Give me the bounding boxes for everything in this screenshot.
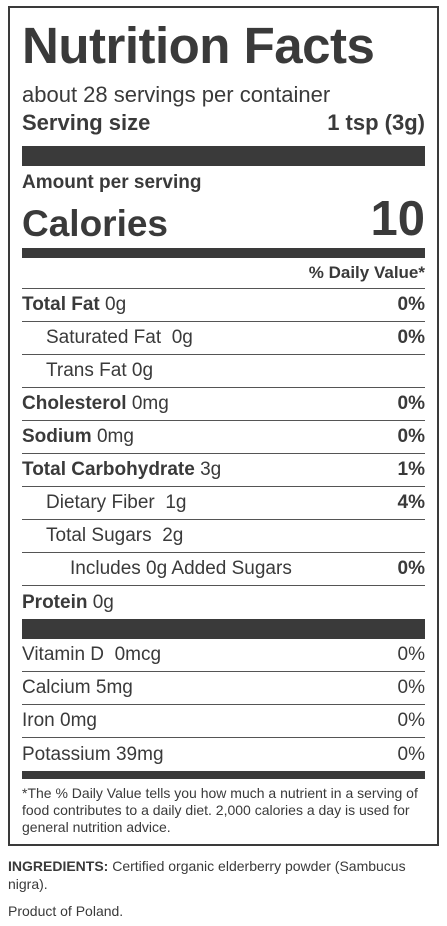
nutrient-amount: 3g — [200, 459, 222, 480]
nutrient-row-sodium: Sodium 0mg 0% — [22, 421, 425, 454]
vitamin-name: Vitamin D — [22, 644, 105, 665]
nutrient-dv: 0% — [397, 294, 425, 315]
vitamin-dv: 0% — [397, 644, 425, 665]
nutrient-amount: 1g — [165, 492, 187, 513]
nutrient-name: Trans Fat — [46, 360, 127, 381]
ingredients-text: Certified organic elderberry powder (Sam… — [8, 858, 406, 892]
nutrient-row-total-fat: Total Fat 0g 0% — [22, 289, 425, 322]
nutrient-amount: 0g — [105, 294, 127, 315]
nutrient-row-added-sugars: Includes 0g Added Sugars 0% — [22, 553, 425, 586]
vitamin-row-vitamin-d: Vitamin D 0mcg 0% — [22, 639, 425, 672]
calories-row: Calories 10 — [22, 194, 425, 244]
amount-per-serving: Amount per serving — [22, 172, 202, 193]
medium-divider — [22, 248, 425, 258]
nutrient-row-protein: Protein 0g — [22, 586, 425, 619]
vitamin-row-calcium: Calcium 5mg 0% — [22, 672, 425, 705]
vitamin-amount: 39mg — [115, 743, 164, 765]
nutrient-dv: 0% — [397, 558, 425, 579]
thick-divider — [22, 146, 425, 166]
nutrient-row-saturated-fat: Saturated Fat 0g 0% — [22, 322, 425, 355]
nutrient-name: Protein — [22, 591, 88, 613]
nutrient-dv: 1% — [397, 459, 425, 480]
medium-divider — [22, 771, 425, 779]
nutrient-name: Saturated Fat — [46, 327, 162, 348]
nutrient-row-total-sugars: Total Sugars 2g — [22, 520, 425, 553]
daily-value-header: % Daily Value* — [22, 258, 425, 289]
nutrient-row-cholesterol: Cholesterol 0mg 0% — [22, 388, 425, 421]
ingredients-statement: INGREDIENTS: Certified organic elderberr… — [8, 857, 438, 893]
vitamin-dv: 0% — [397, 710, 425, 731]
ingredients-label: INGREDIENTS: — [8, 858, 109, 874]
nutrient-name: Total Sugars — [46, 525, 152, 546]
serving-size-value: 1 tsp (3g) — [327, 110, 425, 135]
vitamin-name: Calcium — [22, 677, 91, 698]
serving-size-label: Serving size — [22, 110, 151, 135]
vitamin-row-iron: Iron 0mg 0% — [22, 705, 425, 738]
thick-divider — [22, 619, 425, 639]
nutrient-dv: 0% — [397, 327, 425, 348]
label-title: Nutrition Facts — [22, 17, 375, 74]
nutrient-dv: 4% — [397, 492, 425, 513]
serving-size-row: Serving size 1 tsp (3g) — [22, 110, 425, 136]
nutrient-row-dietary-fiber: Dietary Fiber 1g 4% — [22, 487, 425, 520]
nutrient-amount: 2g — [162, 525, 184, 546]
nutrient-row-total-carbohydrate: Total Carbohydrate 3g 1% — [22, 454, 425, 487]
servings-per-container: about 28 servings per container — [22, 82, 331, 107]
daily-value-footnote: *The % Daily Value tells you how much a … — [22, 785, 418, 835]
nutrient-amount: 0mg — [131, 393, 169, 414]
nutrient-name: Cholesterol — [22, 393, 127, 414]
vitamin-amount: 0mcg — [114, 644, 162, 665]
nutrient-dv: 0% — [397, 426, 425, 447]
vitamin-name: Potassium — [22, 743, 111, 765]
calories-value: 10 — [370, 192, 425, 246]
nutrient-row-trans-fat: Trans Fat 0g — [22, 355, 425, 388]
nutrient-amount: 0g — [171, 327, 193, 348]
nutrient-name: Total Carbohydrate — [22, 459, 195, 480]
country-of-origin: Product of Poland. — [8, 903, 124, 919]
nutrition-facts-label: Nutrition Facts about 28 servings per co… — [8, 6, 439, 846]
nutrient-name: Includes 0g Added Sugars — [70, 558, 292, 579]
nutrient-name: Dietary Fiber — [46, 492, 155, 513]
nutrient-name: Sodium — [22, 426, 92, 447]
nutrient-amount: 0g — [92, 591, 114, 613]
vitamin-name: Iron — [22, 710, 55, 731]
vitamin-amount: 5mg — [95, 677, 133, 698]
nutrient-amount: 0mg — [96, 426, 134, 447]
vitamin-dv: 0% — [397, 677, 425, 698]
nutrient-dv: 0% — [397, 393, 425, 414]
vitamin-dv: 0% — [397, 743, 425, 765]
vitamin-row-potassium: Potassium 39mg 0% — [22, 738, 425, 771]
vitamin-amount: 0mg — [60, 710, 97, 731]
nutrient-amount: 0g — [131, 360, 154, 381]
nutrient-name: Total Fat — [22, 294, 100, 315]
calories-label: Calories — [22, 203, 169, 244]
